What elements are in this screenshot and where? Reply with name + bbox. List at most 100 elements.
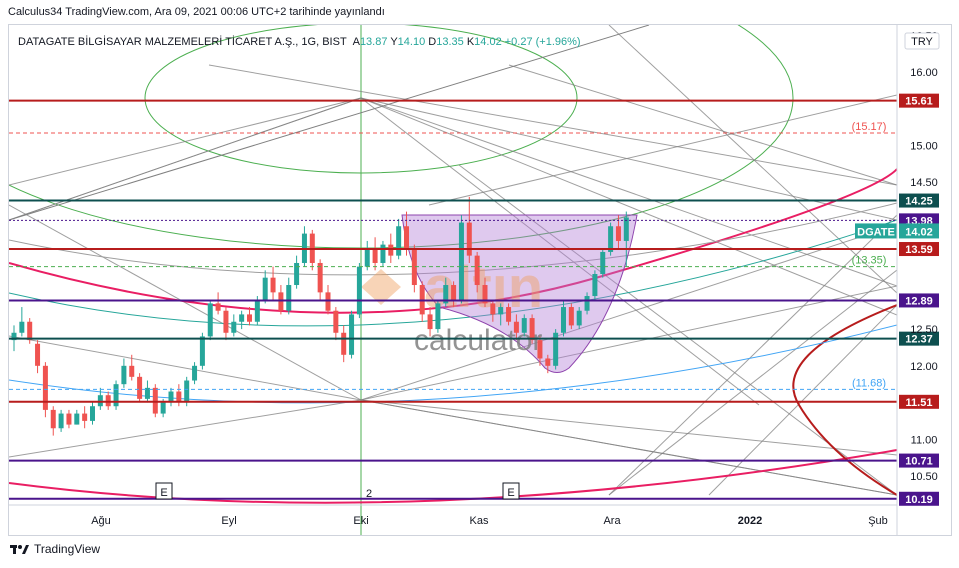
- candle-body: [231, 321, 237, 333]
- symbol-name: DATAGATE BİLGİSAYAR MALZEMELERİ TİCARET …: [18, 36, 347, 48]
- axes: 16.0015.0014.5012.5012.0011.0010.5016.50…: [9, 25, 940, 535]
- red-arc: [792, 304, 897, 496]
- price-tick-label: 16.00: [910, 67, 938, 79]
- candle: [223, 307, 229, 341]
- candle-body: [521, 318, 527, 333]
- candle: [27, 318, 33, 344]
- trend-line: [360, 285, 897, 401]
- candle: [239, 310, 245, 330]
- candle-body: [372, 248, 378, 263]
- gray-curve: [9, 202, 897, 276]
- candle: [592, 270, 598, 300]
- candle: [490, 299, 496, 322]
- candle: [521, 314, 527, 337]
- candle: [568, 303, 574, 330]
- change-value: +0.27 (+1.96%): [504, 36, 581, 48]
- symbol-legend: DATAGATE BİLGİSAYAR MALZEMELERİ TİCARET …: [18, 36, 581, 48]
- close-value: 14.02: [474, 36, 502, 48]
- trend-line: [360, 97, 897, 316]
- candle-body: [74, 413, 80, 425]
- price-level-badge: [899, 242, 939, 257]
- price-tick-label: 14.50: [910, 177, 938, 189]
- candle: [341, 325, 347, 363]
- footer-brand: TradingView: [34, 542, 101, 556]
- candle-body: [600, 251, 606, 274]
- candle-body: [66, 413, 72, 425]
- trend-line: [9, 399, 362, 458]
- candle-body: [474, 255, 480, 286]
- trend-line: [360, 224, 897, 401]
- candle: [90, 402, 95, 425]
- projection-level-label: (15.17): [852, 121, 887, 133]
- price-level-label: 10.71: [905, 456, 933, 468]
- candle-body: [144, 387, 150, 399]
- trend-line: [9, 97, 362, 186]
- candle-body: [317, 262, 323, 293]
- candle: [215, 292, 221, 315]
- open-label: A: [352, 36, 360, 48]
- candle: [545, 354, 551, 374]
- candle: [105, 391, 111, 410]
- candle-body: [113, 384, 119, 407]
- candle-body: [404, 226, 409, 249]
- chart-frame[interactable]: altın calculator 15.61 14.25 13.98 13.59 12.8…: [8, 24, 952, 536]
- price-level-badge: [899, 331, 939, 346]
- time-tick-label: Şub: [868, 515, 888, 527]
- candle-body: [82, 413, 88, 421]
- watermark-sub: calculator: [414, 324, 542, 357]
- candle-body: [50, 409, 56, 429]
- symbol-badge-label: DGATE: [857, 226, 895, 238]
- time-tick-label: Ağu: [91, 515, 111, 527]
- trend-line: [360, 399, 897, 456]
- price-tick-label: 15.00: [910, 140, 938, 152]
- candle-body: [380, 244, 386, 263]
- open-value: 13.87: [359, 36, 388, 48]
- candle-body: [176, 391, 182, 403]
- candle: [396, 218, 402, 260]
- candle: [66, 409, 72, 429]
- price-level-badge: [899, 193, 939, 208]
- price-level-label: 13.59: [905, 244, 933, 256]
- candle: [247, 307, 252, 326]
- candle-body: [451, 285, 457, 300]
- last-price-label: 14.02: [905, 226, 933, 238]
- candle: [35, 340, 41, 374]
- candle: [513, 314, 519, 341]
- candle: [451, 281, 457, 308]
- price-level-label: 12.37: [905, 334, 933, 346]
- candle: [74, 409, 80, 425]
- candle-body: [199, 336, 205, 366]
- candle: [262, 270, 268, 304]
- candle: [317, 259, 323, 300]
- price-level-label: 10.19: [905, 494, 933, 506]
- green-circle-outer: [9, 25, 794, 249]
- trend-line: [708, 304, 897, 496]
- candle-body: [498, 307, 504, 315]
- candle-body: [333, 310, 339, 333]
- publish-header: Calculus34 TradingView.com, Ara 09, 2021…: [8, 6, 385, 18]
- candle-body: [349, 314, 355, 355]
- footer[interactable]: TradingView: [10, 542, 100, 556]
- low-value: 13.35: [436, 36, 464, 48]
- high-label: Y: [390, 36, 398, 48]
- candle-body: [294, 262, 300, 286]
- projection-level-label: (11.68): [852, 377, 886, 389]
- candle: [309, 229, 315, 271]
- price-tick-label: 12.00: [910, 361, 938, 373]
- watermark-logo-icon: [361, 269, 401, 305]
- price-level-label: 12.89: [905, 295, 933, 307]
- candle-body: [341, 332, 347, 355]
- candle-body: [184, 380, 190, 403]
- candle-body: [90, 406, 95, 421]
- candle: [137, 373, 143, 403]
- earnings-event-label: E: [160, 487, 167, 499]
- time-tick-label: Eki: [353, 515, 368, 527]
- candle-body: [160, 402, 166, 414]
- candle: [435, 299, 441, 333]
- candle: [537, 336, 543, 366]
- candle: [58, 409, 64, 432]
- trend-line: [608, 25, 897, 294]
- candle: [584, 292, 590, 315]
- candle-body: [568, 307, 574, 326]
